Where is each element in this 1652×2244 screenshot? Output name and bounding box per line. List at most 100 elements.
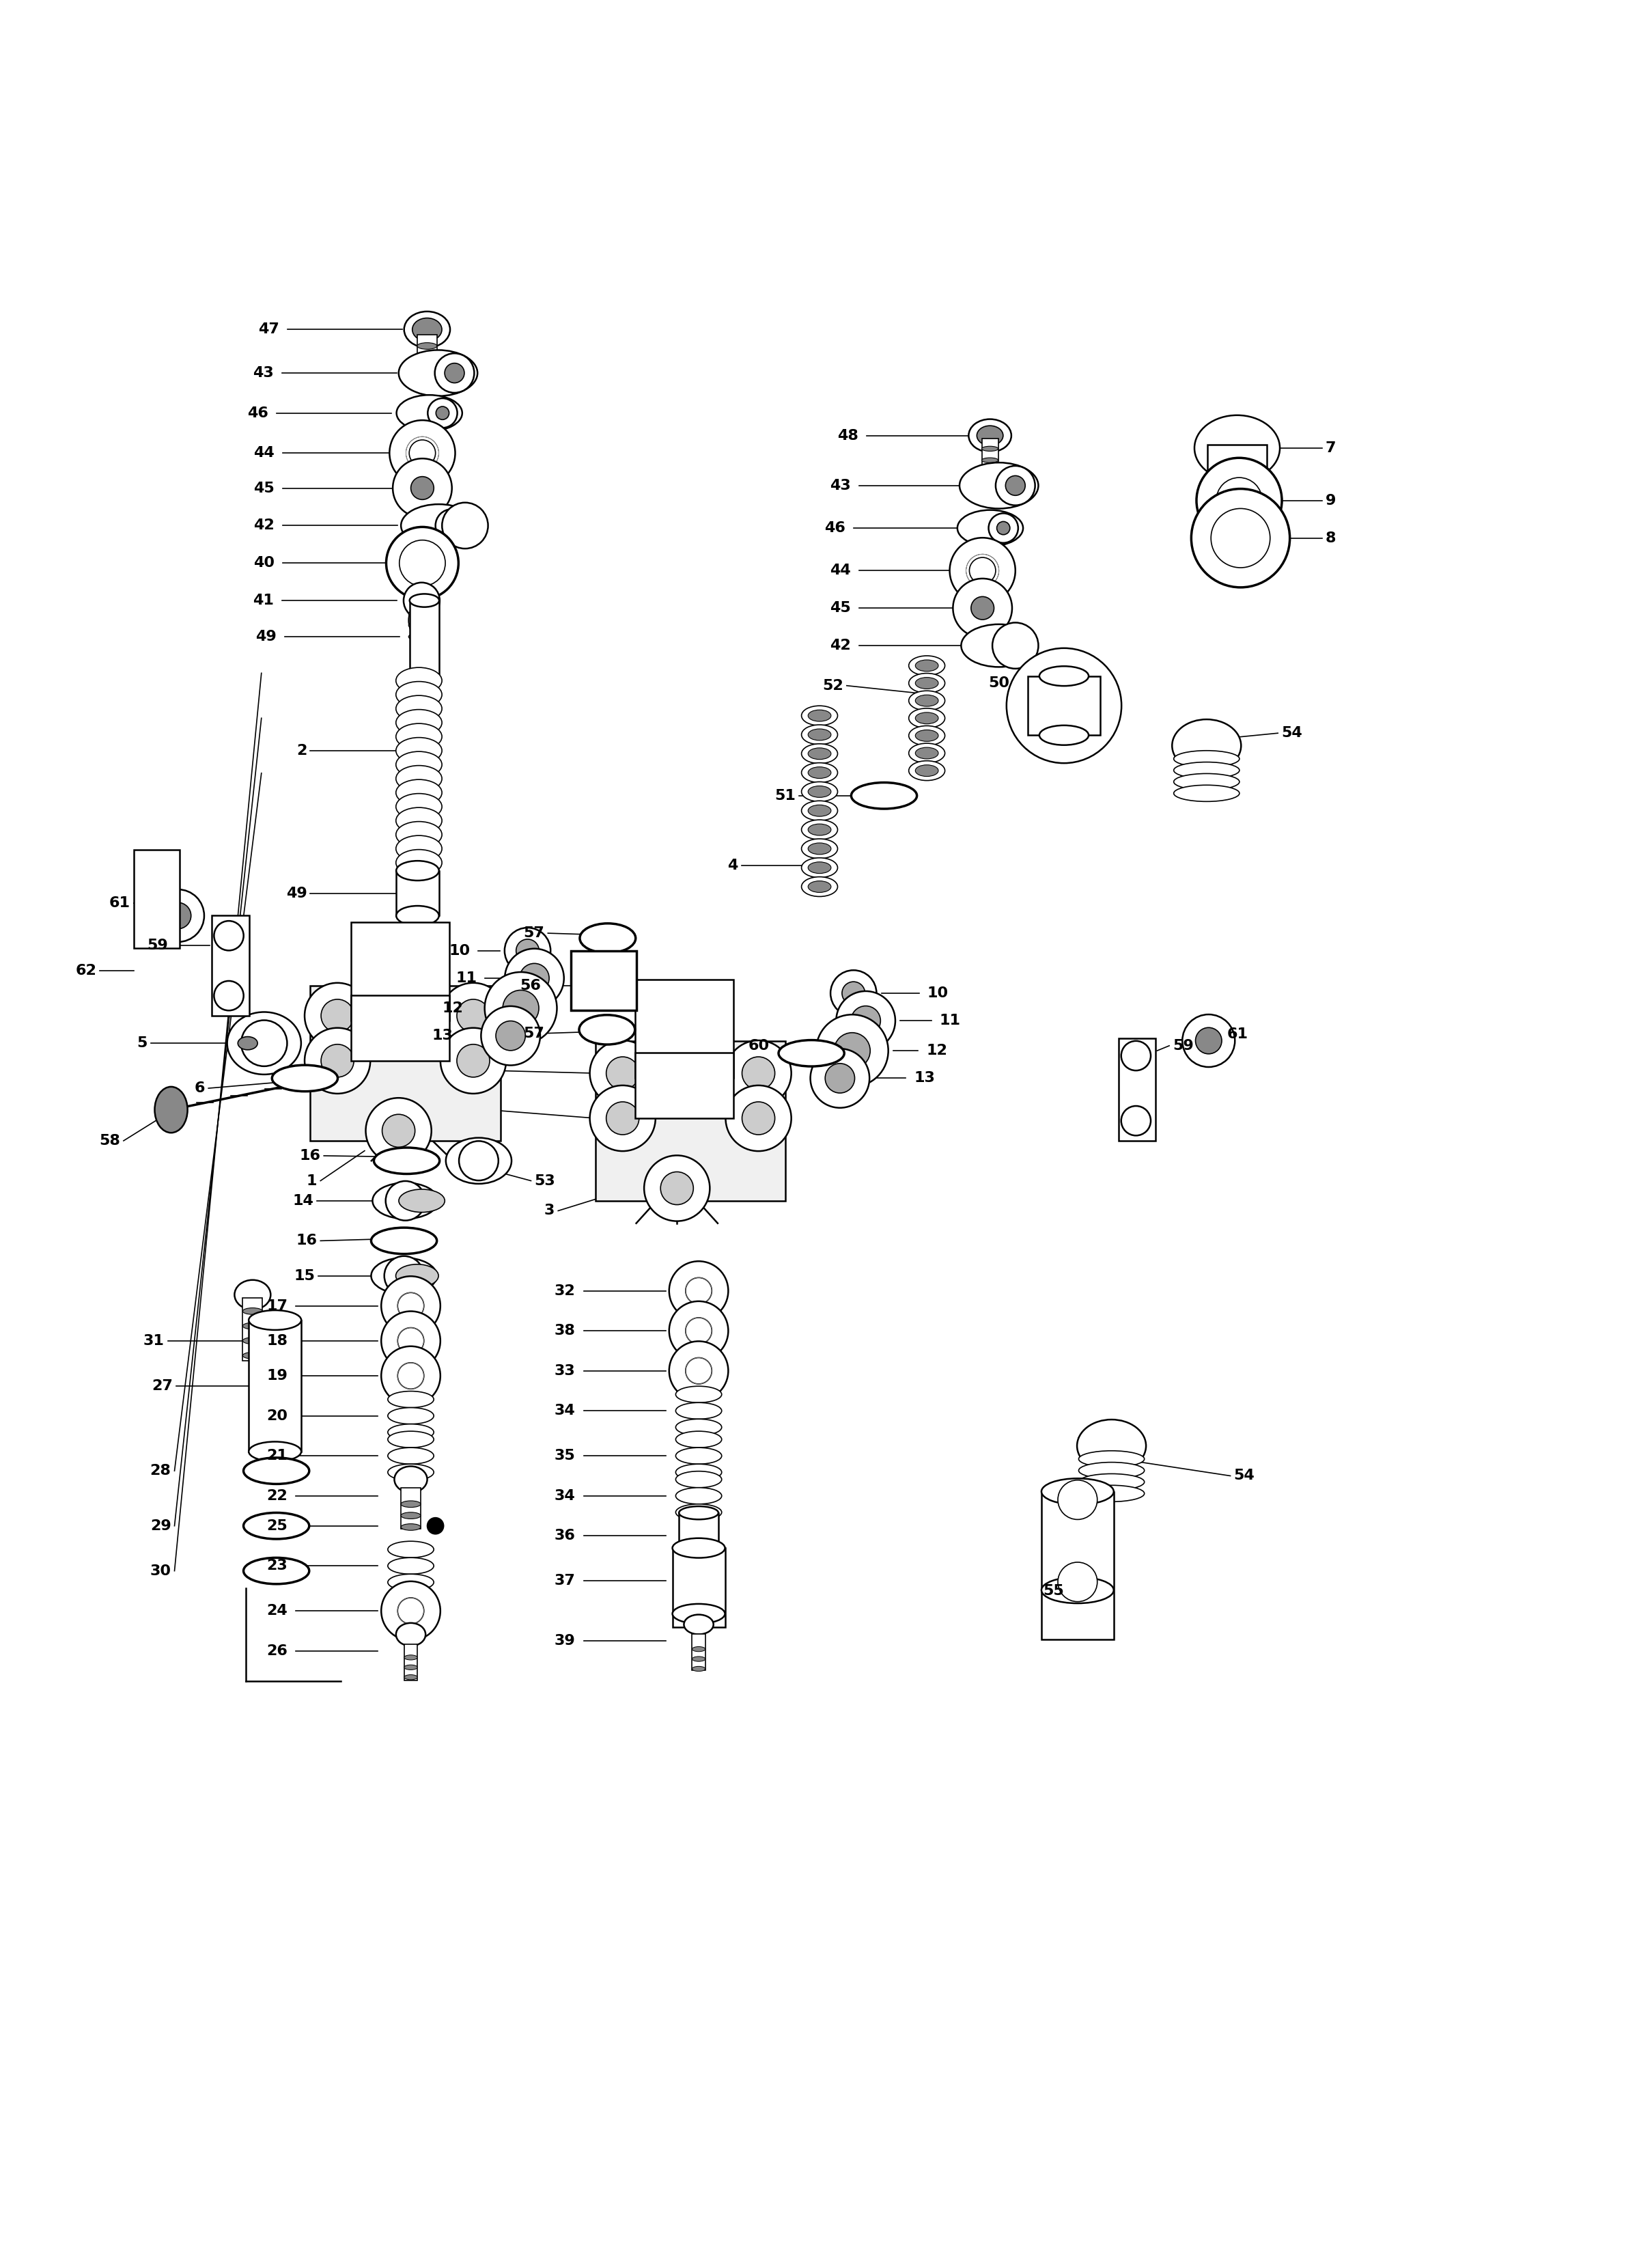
Text: 40: 40 bbox=[253, 557, 274, 570]
Ellipse shape bbox=[801, 819, 838, 839]
Ellipse shape bbox=[851, 783, 917, 808]
Text: 55: 55 bbox=[1042, 1584, 1064, 1598]
Circle shape bbox=[1057, 1562, 1097, 1602]
Circle shape bbox=[686, 1317, 712, 1344]
Circle shape bbox=[520, 963, 548, 994]
Text: 10: 10 bbox=[449, 945, 471, 958]
Circle shape bbox=[996, 521, 1009, 534]
Ellipse shape bbox=[396, 907, 439, 925]
Text: 50: 50 bbox=[988, 675, 1009, 689]
Bar bbox=[405, 1645, 418, 1681]
Text: 18: 18 bbox=[266, 1333, 287, 1349]
Ellipse shape bbox=[676, 1387, 722, 1402]
Text: 2: 2 bbox=[296, 743, 307, 758]
Ellipse shape bbox=[408, 610, 434, 617]
Ellipse shape bbox=[396, 821, 443, 848]
Ellipse shape bbox=[396, 794, 443, 819]
Text: 59: 59 bbox=[147, 938, 169, 951]
Circle shape bbox=[996, 467, 1036, 505]
Bar bbox=[1208, 444, 1267, 494]
Ellipse shape bbox=[243, 1459, 309, 1483]
Bar bbox=[134, 850, 180, 949]
Circle shape bbox=[382, 1277, 441, 1335]
Text: 9: 9 bbox=[1325, 494, 1336, 507]
Ellipse shape bbox=[808, 882, 831, 893]
Text: 39: 39 bbox=[555, 1634, 575, 1647]
Circle shape bbox=[742, 1102, 775, 1135]
Text: 10: 10 bbox=[927, 987, 948, 1001]
Ellipse shape bbox=[981, 469, 998, 473]
Circle shape bbox=[1122, 1041, 1151, 1070]
Ellipse shape bbox=[808, 785, 831, 797]
Bar bbox=[418, 334, 436, 386]
Text: 20: 20 bbox=[266, 1409, 287, 1423]
Circle shape bbox=[1191, 489, 1290, 588]
Circle shape bbox=[834, 1032, 871, 1068]
Bar bbox=[243, 1297, 263, 1360]
Text: 28: 28 bbox=[150, 1463, 172, 1479]
Ellipse shape bbox=[915, 729, 938, 741]
Ellipse shape bbox=[961, 624, 1037, 666]
Ellipse shape bbox=[410, 671, 439, 684]
Circle shape bbox=[385, 1257, 423, 1295]
Circle shape bbox=[443, 503, 487, 548]
Ellipse shape bbox=[1208, 507, 1267, 523]
Ellipse shape bbox=[372, 1227, 436, 1254]
Ellipse shape bbox=[398, 350, 477, 395]
Circle shape bbox=[444, 364, 464, 384]
Text: 34: 34 bbox=[555, 1490, 575, 1503]
Ellipse shape bbox=[373, 1147, 439, 1174]
Ellipse shape bbox=[396, 808, 443, 835]
Text: 46: 46 bbox=[824, 521, 846, 534]
Circle shape bbox=[398, 1293, 425, 1319]
Circle shape bbox=[1057, 1481, 1097, 1519]
Circle shape bbox=[411, 476, 434, 500]
Circle shape bbox=[387, 527, 459, 599]
Circle shape bbox=[506, 949, 563, 1008]
Circle shape bbox=[811, 1048, 869, 1109]
Ellipse shape bbox=[388, 1432, 434, 1447]
Ellipse shape bbox=[388, 1463, 434, 1481]
Circle shape bbox=[1006, 649, 1122, 763]
Ellipse shape bbox=[1173, 763, 1239, 779]
Circle shape bbox=[831, 969, 877, 1017]
Ellipse shape bbox=[401, 1501, 421, 1508]
Ellipse shape bbox=[388, 1447, 434, 1463]
Circle shape bbox=[816, 1014, 889, 1086]
Ellipse shape bbox=[403, 583, 439, 619]
Circle shape bbox=[398, 1328, 425, 1353]
Text: 31: 31 bbox=[144, 1333, 164, 1349]
Ellipse shape bbox=[676, 1402, 722, 1418]
Ellipse shape bbox=[388, 1557, 434, 1573]
Ellipse shape bbox=[401, 505, 476, 548]
Ellipse shape bbox=[915, 747, 938, 758]
Bar bbox=[401, 1488, 421, 1528]
Circle shape bbox=[441, 983, 506, 1048]
Circle shape bbox=[725, 1041, 791, 1106]
Circle shape bbox=[382, 1346, 441, 1405]
Bar bbox=[634, 981, 733, 1077]
Text: 54: 54 bbox=[1234, 1470, 1256, 1483]
Circle shape bbox=[441, 1028, 506, 1093]
Circle shape bbox=[1196, 1028, 1222, 1055]
Circle shape bbox=[669, 1342, 729, 1400]
Ellipse shape bbox=[418, 377, 436, 384]
Ellipse shape bbox=[1077, 1420, 1146, 1472]
Text: 53: 53 bbox=[534, 1174, 555, 1187]
Ellipse shape bbox=[808, 862, 831, 873]
Circle shape bbox=[515, 940, 539, 963]
Ellipse shape bbox=[909, 743, 945, 763]
Circle shape bbox=[410, 440, 436, 467]
Ellipse shape bbox=[958, 509, 1023, 545]
Ellipse shape bbox=[372, 1183, 438, 1218]
Text: 62: 62 bbox=[76, 965, 96, 978]
Bar bbox=[981, 440, 998, 485]
Ellipse shape bbox=[396, 1263, 438, 1288]
Text: 27: 27 bbox=[152, 1380, 173, 1394]
Text: 60: 60 bbox=[748, 1039, 770, 1052]
Text: 12: 12 bbox=[443, 1001, 463, 1014]
Text: 37: 37 bbox=[555, 1573, 575, 1589]
Circle shape bbox=[644, 1156, 710, 1221]
Ellipse shape bbox=[1173, 749, 1239, 767]
Bar bbox=[1118, 1039, 1156, 1140]
